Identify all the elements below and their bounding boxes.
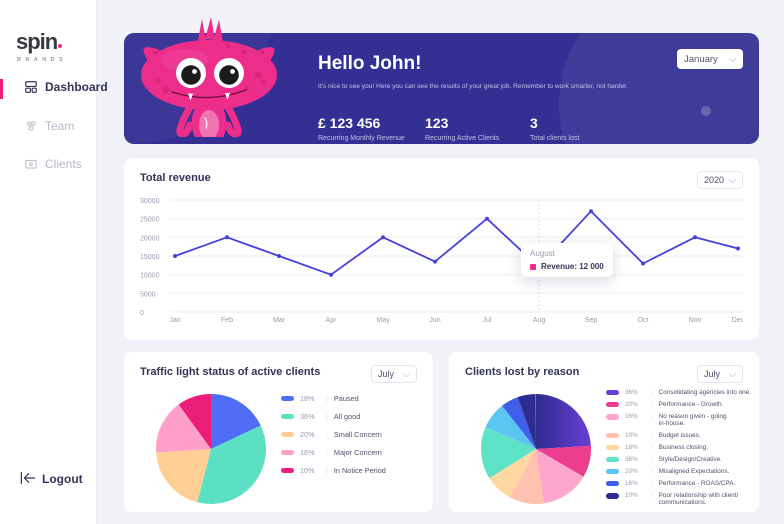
svg-text:Mar: Mar [273,317,286,324]
svg-text:25000: 25000 [140,217,160,224]
svg-text:30000: 30000 [140,198,160,205]
svg-text:5000: 5000 [140,291,156,298]
svg-text:Jun: Jun [429,317,440,324]
svg-text:Sep: Sep [585,317,598,324]
svg-text:Feb: Feb [221,317,233,324]
svg-text:0: 0 [140,310,144,317]
svg-text:15000: 15000 [140,254,160,261]
svg-text:Aug: Aug [533,317,546,324]
svg-text:Nov: Nov [689,317,702,324]
svg-text:10000: 10000 [140,273,160,280]
svg-text:Jul: Jul [483,317,492,324]
svg-text:Jan: Jan [169,317,180,324]
svg-text:20000: 20000 [140,235,160,242]
svg-text:Oct: Oct [638,317,649,324]
svg-text:Dec: Dec [732,317,743,324]
svg-text:Apr: Apr [326,317,338,324]
svg-text:May: May [376,317,390,324]
